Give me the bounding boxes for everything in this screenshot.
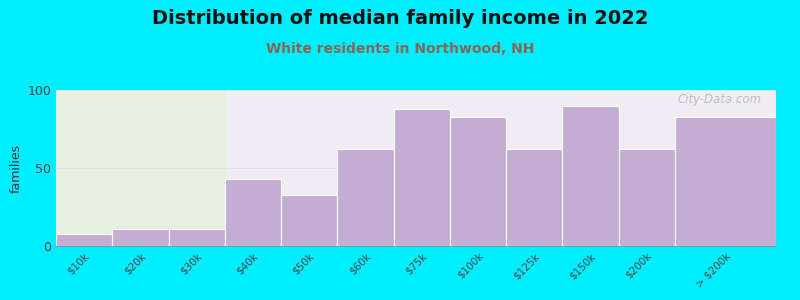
Bar xyxy=(618,149,674,246)
Text: City-Data.com: City-Data.com xyxy=(678,93,762,106)
Bar xyxy=(338,149,394,246)
Bar xyxy=(281,194,338,246)
Bar xyxy=(562,106,618,246)
Bar xyxy=(225,179,281,246)
Bar xyxy=(394,109,450,246)
Bar xyxy=(169,229,225,246)
Bar xyxy=(674,116,776,246)
Bar xyxy=(506,149,562,246)
Y-axis label: families: families xyxy=(10,143,23,193)
Text: Distribution of median family income in 2022: Distribution of median family income in … xyxy=(152,9,648,28)
Bar xyxy=(56,233,112,246)
Bar xyxy=(56,90,225,246)
Bar xyxy=(450,116,506,246)
Bar xyxy=(112,229,169,246)
Text: White residents in Northwood, NH: White residents in Northwood, NH xyxy=(266,42,534,56)
